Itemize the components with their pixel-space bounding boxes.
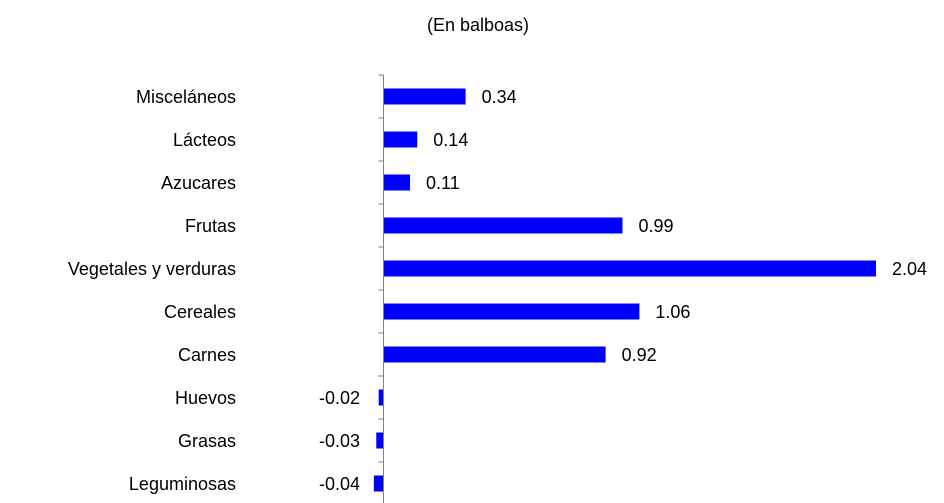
value-label-carnes: 0.92 bbox=[622, 345, 657, 365]
bar-lacteos bbox=[383, 131, 418, 148]
value-label-cereales: 1.06 bbox=[655, 302, 690, 322]
category-label-huevos: Huevos bbox=[175, 388, 236, 408]
bars-group bbox=[373, 88, 876, 492]
value-label-grasas: -0.03 bbox=[319, 431, 360, 451]
category-label-frutas: Frutas bbox=[185, 216, 236, 236]
bar-leguminosas bbox=[373, 475, 384, 492]
category-axis bbox=[378, 74, 384, 503]
chart-subtitle: (En balboas) bbox=[427, 15, 529, 35]
value-label-miscelaneos: 0.34 bbox=[482, 87, 517, 107]
value-label-azucares: 0.11 bbox=[426, 173, 460, 193]
value-label-lacteos: 0.14 bbox=[433, 130, 468, 150]
category-label-azucares: Azucares bbox=[161, 173, 236, 193]
category-label-grasas: Grasas bbox=[178, 431, 236, 451]
bar-miscelaneos bbox=[383, 88, 466, 105]
bar-carnes bbox=[383, 346, 606, 363]
category-label-lacteos: Lácteos bbox=[173, 130, 236, 150]
category-labels: Misceláneos Lácteos Azucares Frutas Vegetale… bbox=[68, 87, 236, 494]
bar-vegetales-y-verduras bbox=[383, 260, 876, 277]
value-label-vegetales-y-verduras: 2.04 bbox=[892, 259, 927, 279]
bar-huevos bbox=[378, 389, 384, 406]
bar-azucares bbox=[383, 174, 411, 191]
value-label-frutas: 0.99 bbox=[639, 216, 674, 236]
category-label-cereales: Cereales bbox=[164, 302, 236, 322]
bar-frutas bbox=[383, 217, 623, 234]
category-label-leguminosas: Leguminosas bbox=[129, 474, 236, 494]
value-labels: 0.34 0.14 0.11 0.99 2.04 1.06 0.92 -0.02 -0.03 -0… bbox=[319, 87, 927, 494]
value-label-huevos: -0.02 bbox=[319, 388, 360, 408]
bar-cereales bbox=[383, 303, 640, 320]
category-label-miscelaneos: Misceláneos bbox=[136, 87, 236, 107]
category-label-vegetales-y-verduras: Vegetales y verduras bbox=[68, 259, 236, 279]
bar-grasas bbox=[376, 432, 384, 449]
value-label-leguminosas: -0.04 bbox=[319, 474, 360, 494]
category-label-carnes: Carnes bbox=[178, 345, 236, 365]
